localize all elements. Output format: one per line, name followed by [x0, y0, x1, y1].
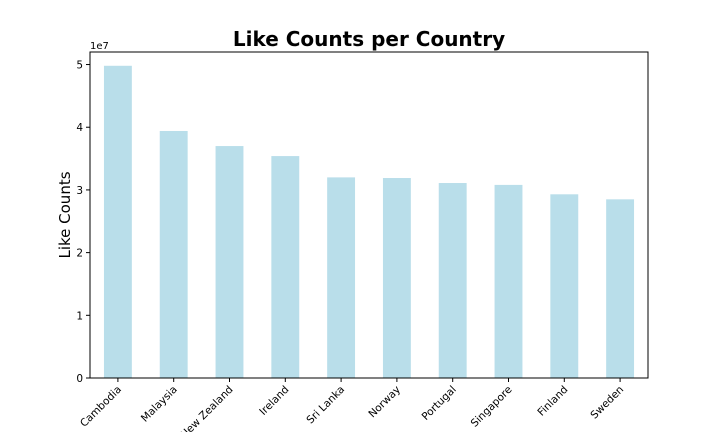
bars-layer	[103, 65, 635, 378]
y-tick-label: 4	[76, 122, 83, 134]
x-tick-label: Sweden	[588, 384, 626, 422]
bar-new-zealand	[215, 146, 244, 378]
y-axis-label: Like Counts	[56, 171, 74, 258]
y-tick-label: 2	[76, 248, 83, 260]
bar-singapore	[494, 184, 523, 378]
x-tick-label: Finland	[535, 384, 570, 419]
bar-finland	[550, 194, 579, 378]
bar-portugal	[438, 183, 467, 378]
y-tick-label: 3	[76, 185, 83, 197]
bar-cambodia	[103, 65, 132, 378]
x-tick-label: Singapore	[469, 384, 515, 430]
x-tick-label: Norway	[366, 384, 403, 421]
x-tick-label: Ireland	[257, 384, 291, 418]
bar-ireland	[271, 156, 300, 378]
y-tick-label: 5	[76, 60, 83, 72]
x-tick-label: New Zealand	[178, 384, 235, 432]
x-tick-label: Sri Lanka	[304, 384, 347, 427]
bar-malaysia	[159, 130, 188, 378]
plot-frame	[89, 51, 649, 379]
y-ticks: 0 1 2 3 4 5	[76, 60, 90, 385]
y-tick-label: 0	[76, 373, 83, 385]
y-tick-label: 1	[76, 310, 83, 322]
x-tick-label: Malaysia	[139, 384, 180, 425]
y-axis-offset-label: 1e7	[90, 41, 109, 52]
bar-sri-lanka	[327, 177, 356, 378]
bar-sweden	[606, 199, 635, 378]
chart-title: Like Counts per Country	[233, 27, 505, 51]
x-tick-label: Portugal	[420, 384, 459, 423]
bar-norway	[382, 178, 411, 378]
x-tick-label: Cambodia	[78, 384, 124, 430]
